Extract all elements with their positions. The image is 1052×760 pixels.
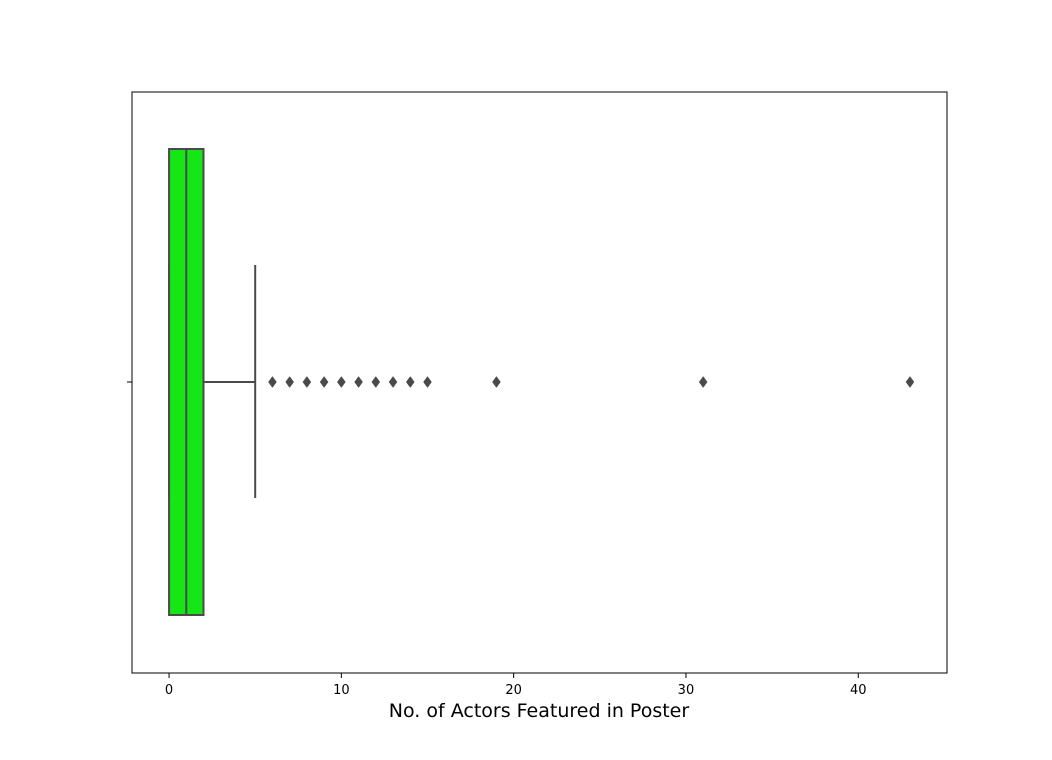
outlier-point <box>268 376 277 388</box>
outlier-point <box>285 376 294 388</box>
outlier-point <box>905 376 915 388</box>
outlier-point <box>302 376 312 388</box>
x-tick-label: 20 <box>505 683 522 698</box>
boxplot-marks <box>168 148 915 616</box>
x-axis-ticks: 0 10 20 30 40 <box>165 673 867 698</box>
x-tick-label: 10 <box>333 683 350 698</box>
x-tick-label: 40 <box>850 683 867 698</box>
plot-area <box>131 91 948 674</box>
outlier-point <box>423 376 432 388</box>
outlier-point <box>388 376 398 388</box>
outlier-point <box>698 376 708 388</box>
outlier-point <box>354 376 363 388</box>
x-axis-label: No. of Actors Featured in Poster <box>389 700 690 722</box>
outlier-point <box>371 376 381 388</box>
outlier-point <box>405 376 415 388</box>
x-tick-label: 30 <box>678 683 695 698</box>
outlier-point <box>319 376 329 388</box>
outlier-point <box>492 376 501 388</box>
outlier-point <box>337 376 346 388</box>
x-tick-label: 0 <box>165 683 173 698</box>
